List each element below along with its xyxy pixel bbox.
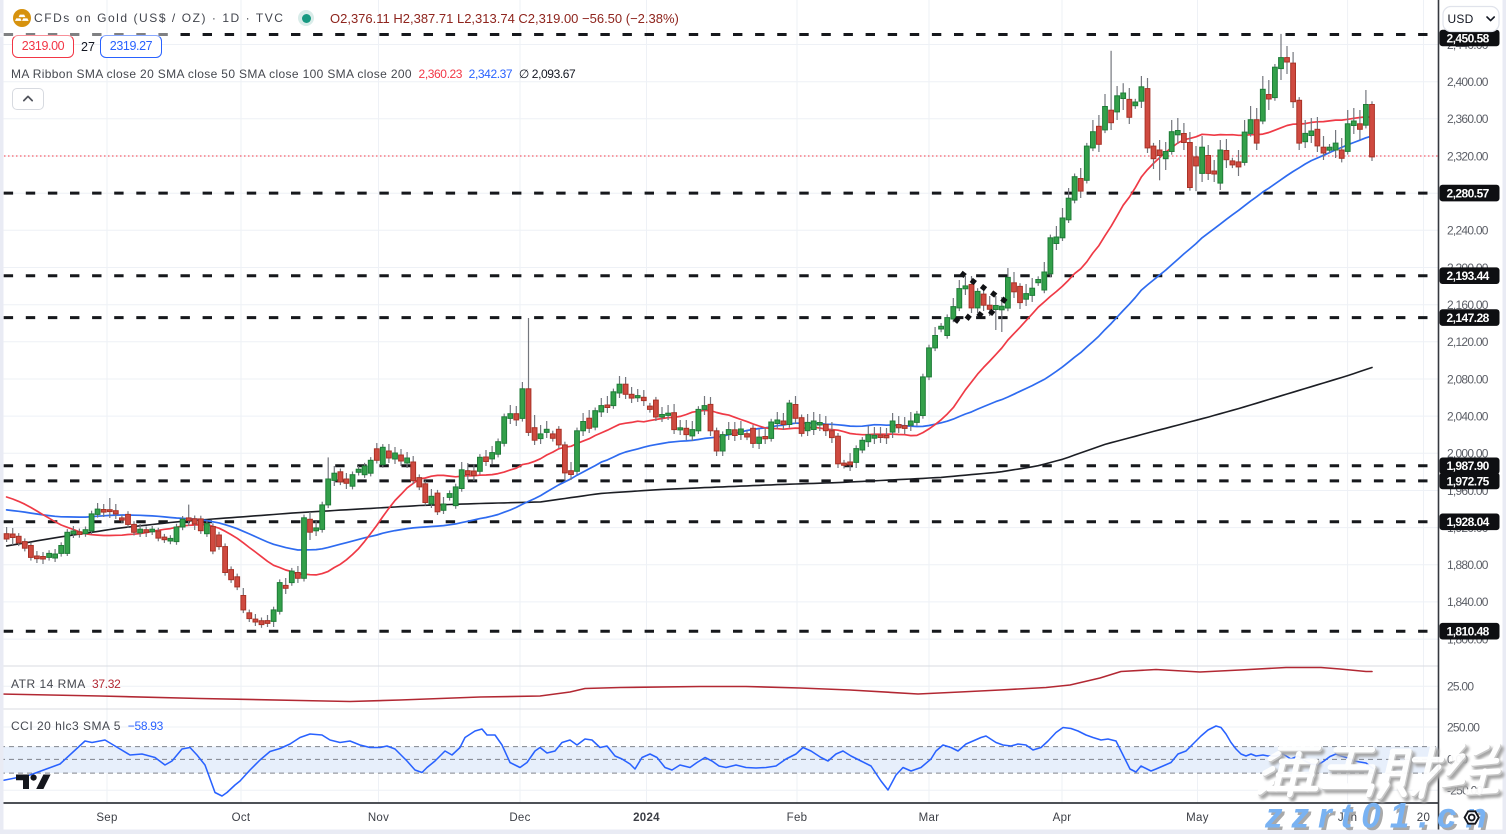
svg-text:1,840.00: 1,840.00: [1447, 595, 1489, 609]
svg-text:25.00: 25.00: [1447, 680, 1474, 694]
svg-text:250.00: 250.00: [1447, 720, 1480, 734]
svg-text:2,080.00: 2,080.00: [1447, 372, 1489, 386]
svg-text:1,810.48: 1,810.48: [1447, 625, 1490, 639]
svg-text:Oct: Oct: [232, 812, 251, 824]
svg-text:1,972.75: 1,972.75: [1447, 474, 1490, 488]
svg-text:2,360.00: 2,360.00: [1447, 112, 1489, 126]
svg-text:20: 20: [1417, 812, 1430, 824]
svg-text:Apr: Apr: [1053, 812, 1072, 824]
svg-text:USD: USD: [1448, 12, 1474, 26]
svg-text:zzrt01.cn: zzrt01.cn: [1264, 797, 1496, 834]
svg-text:2,280.57: 2,280.57: [1447, 187, 1490, 201]
svg-text:1,928.04: 1,928.04: [1447, 515, 1490, 529]
svg-text:2,147.28: 2,147.28: [1447, 311, 1490, 325]
svg-text:2,400.00: 2,400.00: [1447, 75, 1489, 89]
svg-text:Sep: Sep: [96, 812, 117, 824]
svg-text:Jun: Jun: [1338, 812, 1357, 824]
svg-text:2,120.00: 2,120.00: [1447, 335, 1489, 349]
svg-text:2,320.00: 2,320.00: [1447, 149, 1489, 163]
svg-text:Dec: Dec: [509, 812, 530, 824]
svg-text:2,450.58: 2,450.58: [1447, 31, 1490, 45]
svg-text:May: May: [1186, 812, 1209, 824]
svg-text:2,040.00: 2,040.00: [1447, 409, 1489, 423]
svg-text:2,000.00: 2,000.00: [1447, 447, 1489, 461]
svg-text:2,193.44: 2,193.44: [1447, 269, 1490, 283]
svg-text:Nov: Nov: [368, 812, 389, 824]
svg-text:1,987.90: 1,987.90: [1447, 459, 1490, 473]
svg-text:Mar: Mar: [919, 812, 940, 824]
svg-text:1,880.00: 1,880.00: [1447, 558, 1489, 572]
svg-text:Feb: Feb: [787, 812, 808, 824]
svg-text:2,240.00: 2,240.00: [1447, 224, 1489, 238]
svg-text:2,160.00: 2,160.00: [1447, 298, 1489, 312]
svg-text:2024: 2024: [633, 812, 660, 824]
svg-text:zzrt01.cn: zzrt01.cn: [1267, 799, 1499, 834]
